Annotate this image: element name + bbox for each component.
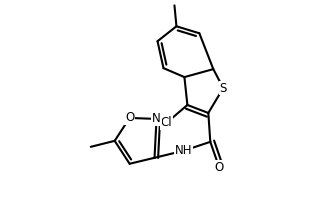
Text: S: S bbox=[220, 82, 227, 95]
Text: O: O bbox=[215, 161, 224, 174]
Text: Cl: Cl bbox=[161, 116, 172, 129]
Text: N: N bbox=[152, 113, 161, 125]
Text: O: O bbox=[125, 112, 134, 124]
Text: NH: NH bbox=[175, 144, 192, 157]
